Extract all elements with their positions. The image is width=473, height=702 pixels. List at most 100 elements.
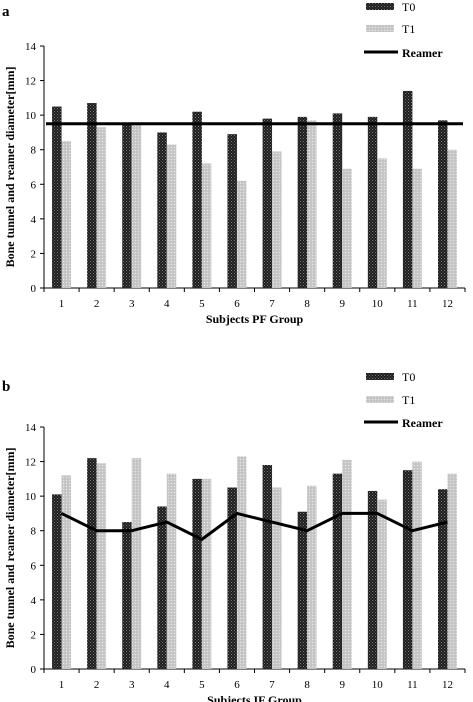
bar-t0-9 bbox=[332, 113, 343, 289]
bar-t0-10 bbox=[367, 490, 378, 669]
x-tick-label: 7 bbox=[269, 679, 275, 691]
y-tick-label: 6 bbox=[31, 560, 37, 572]
legend-swatch-t1 bbox=[366, 25, 394, 32]
bar-t1-10 bbox=[377, 499, 387, 669]
y-axis-title: Bone tunnel and reamer diameter[mm] bbox=[3, 448, 17, 649]
bar-t1-8 bbox=[307, 485, 317, 669]
bar-t0-7 bbox=[262, 118, 273, 288]
x-tick-label: 2 bbox=[94, 298, 100, 310]
y-tick-label: 0 bbox=[31, 664, 37, 676]
bar-t0-1 bbox=[52, 494, 62, 669]
y-tick-label: 14 bbox=[25, 41, 37, 53]
x-tick-label: 9 bbox=[339, 679, 345, 691]
legend-label-t1: T1 bbox=[402, 393, 415, 407]
bar-t0-12 bbox=[437, 120, 448, 288]
bar-t1-11 bbox=[412, 168, 422, 288]
bar-t0-11 bbox=[402, 470, 413, 669]
x-tick-label: 3 bbox=[129, 679, 135, 691]
x-tick-label: 6 bbox=[234, 679, 240, 691]
bar-t1-5 bbox=[201, 478, 212, 669]
bar-t1-1 bbox=[61, 141, 72, 288]
x-tick-label: 8 bbox=[304, 679, 310, 691]
legend-label-t0: T0 bbox=[402, 370, 415, 384]
bar-t1-10 bbox=[377, 158, 387, 288]
bar-t0-5 bbox=[192, 478, 202, 669]
y-tick-label: 14 bbox=[25, 422, 37, 434]
legend: T0 T1 Reamer bbox=[364, 0, 443, 60]
bar-t1-7 bbox=[272, 151, 282, 288]
x-tick-label: 1 bbox=[59, 679, 65, 691]
bar-t0-8 bbox=[297, 511, 308, 669]
x-tick-label: 7 bbox=[269, 298, 275, 310]
x-tick-label: 9 bbox=[339, 298, 345, 310]
legend-label-t1: T1 bbox=[402, 22, 415, 36]
bar-t1-2 bbox=[96, 463, 107, 669]
legend-label-t0: T0 bbox=[402, 0, 415, 14]
bar-t0-3 bbox=[122, 123, 132, 289]
panel-letter: b bbox=[2, 379, 10, 395]
bar-t1-5 bbox=[201, 163, 212, 288]
y-tick-label: 6 bbox=[31, 179, 37, 191]
legend-label-reamer: Reamer bbox=[402, 46, 443, 60]
legend-label-reamer: Reamer bbox=[402, 416, 443, 430]
y-tick-label: 8 bbox=[31, 526, 37, 538]
bar-t0-1 bbox=[52, 106, 62, 288]
bar-t0-6 bbox=[227, 487, 237, 669]
bar-t1-3 bbox=[131, 458, 142, 669]
legend-swatch-t0 bbox=[366, 373, 394, 380]
bar-t0-2 bbox=[87, 458, 97, 669]
bar-t1-12 bbox=[447, 473, 457, 669]
x-tick-label: 3 bbox=[129, 298, 135, 310]
bar-t0-3 bbox=[122, 522, 132, 669]
y-axis-title: Bone tunnel and reamer diameter[mm] bbox=[3, 67, 17, 268]
y-tick-label: 12 bbox=[25, 457, 36, 469]
bar-t1-4 bbox=[166, 473, 177, 669]
x-axis-title: Subjects IF Group bbox=[207, 693, 302, 702]
x-tick-label: 4 bbox=[164, 298, 170, 310]
bar-t1-9 bbox=[342, 459, 352, 669]
legend-swatch-t1 bbox=[366, 396, 394, 403]
panel-letter: a bbox=[2, 4, 10, 20]
bar-t0-4 bbox=[157, 506, 167, 669]
x-tick-label: 11 bbox=[407, 298, 418, 310]
bar-t1-7 bbox=[272, 487, 282, 669]
bar-t0-9 bbox=[332, 473, 343, 669]
x-axis-title: Subjects PF Group bbox=[206, 312, 304, 326]
x-tick-label: 5 bbox=[199, 679, 205, 691]
bar-t0-4 bbox=[157, 132, 167, 288]
bar-t0-2 bbox=[87, 103, 97, 289]
bar-t1-6 bbox=[236, 180, 247, 288]
bar-t1-3 bbox=[131, 123, 142, 289]
bar-t0-8 bbox=[297, 116, 308, 288]
series-line-reamer bbox=[60, 511, 448, 541]
bar-t1-11 bbox=[412, 461, 422, 669]
bar-t0-11 bbox=[402, 90, 413, 288]
y-tick-label: 10 bbox=[25, 110, 37, 122]
bar-t0-7 bbox=[262, 465, 273, 669]
bar-t1-1 bbox=[61, 475, 72, 669]
bar-t0-6 bbox=[227, 134, 237, 288]
x-tick-label: 1 bbox=[59, 298, 65, 310]
bar-t1-12 bbox=[447, 149, 457, 288]
bar-t0-10 bbox=[367, 116, 378, 288]
y-tick-label: 2 bbox=[31, 248, 37, 260]
y-tick-label: 2 bbox=[31, 629, 37, 641]
x-tick-label: 12 bbox=[442, 679, 453, 691]
bar-t1-6 bbox=[236, 456, 247, 669]
x-tick-label: 11 bbox=[407, 679, 418, 691]
x-tick-label: 5 bbox=[199, 298, 205, 310]
bar-t1-8 bbox=[307, 120, 317, 288]
bar-t0-5 bbox=[192, 111, 202, 288]
bar-t1-9 bbox=[342, 168, 352, 288]
y-tick-label: 8 bbox=[31, 145, 37, 157]
x-tick-label: 12 bbox=[442, 298, 453, 310]
x-tick-label: 10 bbox=[372, 298, 384, 310]
bar-t0-12 bbox=[437, 489, 448, 669]
y-tick-label: 10 bbox=[25, 491, 37, 503]
x-tick-label: 10 bbox=[372, 679, 384, 691]
y-tick-label: 4 bbox=[31, 214, 37, 226]
bar-t1-4 bbox=[166, 144, 177, 288]
